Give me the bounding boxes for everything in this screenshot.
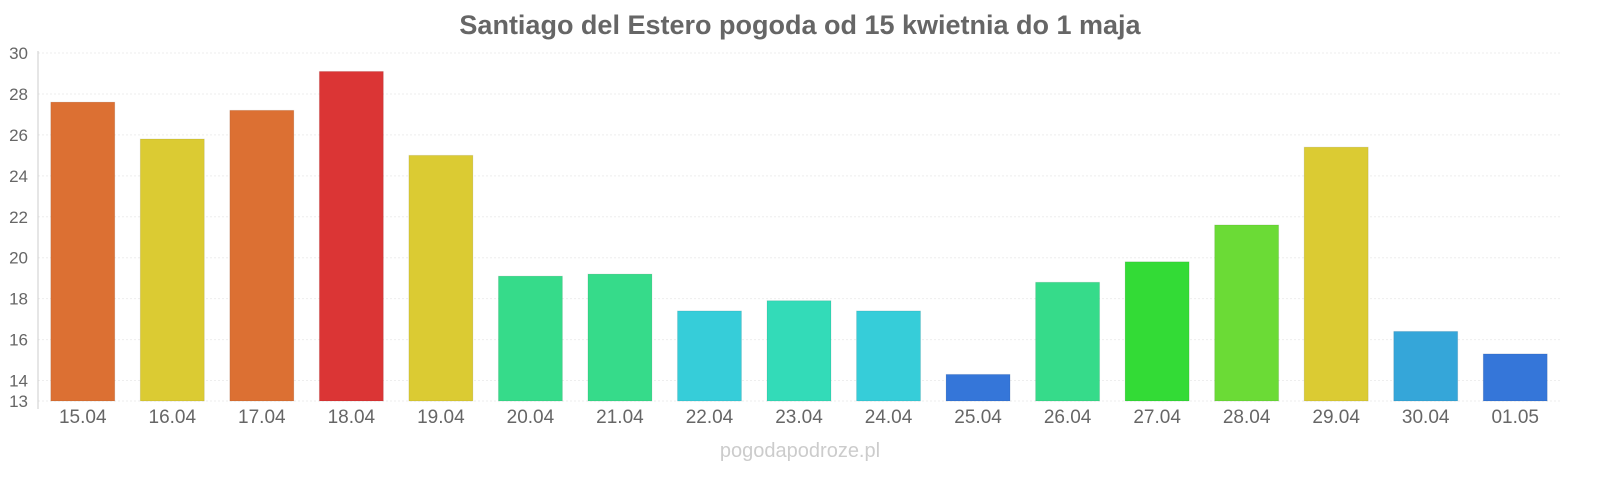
x-tick-label: 16.04: [149, 407, 197, 428]
bar: [1482, 353, 1548, 402]
x-tick-label: 18.04: [328, 407, 376, 428]
bar: [229, 109, 295, 402]
bar: [318, 70, 384, 402]
x-tick-label: 24.04: [865, 407, 913, 428]
bar: [587, 273, 653, 402]
bar: [1035, 281, 1101, 402]
bar: [1303, 146, 1369, 402]
x-tick-label: 26.04: [1044, 407, 1092, 428]
x-tick-label: 15.04: [59, 407, 107, 428]
x-tick-label: 01.05: [1491, 407, 1539, 428]
x-tick-label: 21.04: [596, 407, 644, 428]
y-tick-label: 24: [9, 167, 28, 186]
x-tick-label: 19.04: [417, 407, 465, 428]
x-tick-label: 20.04: [507, 407, 555, 428]
x-tick-label: 27.04: [1133, 407, 1181, 428]
y-tick-label: 18: [9, 290, 28, 309]
bar: [50, 101, 116, 402]
y-tick-label: 13: [9, 392, 28, 411]
chart-title: Santiago del Estero pogoda od 15 kwietni…: [459, 10, 1141, 40]
x-tick-label: 25.04: [954, 407, 1002, 428]
bar: [766, 300, 832, 402]
bar: [676, 310, 742, 402]
x-tick-label: 29.04: [1312, 407, 1360, 428]
bar: [856, 310, 922, 402]
y-tick-label: 28: [9, 85, 28, 104]
bar: [497, 275, 563, 402]
x-tick-label: 17.04: [238, 407, 286, 428]
y-tick-label: 20: [9, 249, 28, 268]
bar: [139, 138, 205, 402]
y-tick-label: 16: [9, 331, 28, 350]
y-tick-label: 22: [9, 208, 28, 227]
bar: [408, 154, 474, 402]
y-tick-label: 14: [9, 372, 28, 391]
x-tick-label: 30.04: [1402, 407, 1450, 428]
y-tick-label: 26: [9, 126, 28, 145]
bar: [1214, 224, 1280, 402]
x-tick-label: 23.04: [775, 407, 823, 428]
x-tick-label: 22.04: [686, 407, 734, 428]
watermark: pogodapodroze.pl: [719, 440, 881, 462]
y-tick-label: 30: [9, 44, 28, 63]
bar: [1393, 330, 1459, 402]
bar: [1124, 261, 1190, 402]
x-tick-label: 28.04: [1223, 407, 1271, 428]
bar: [945, 373, 1011, 402]
